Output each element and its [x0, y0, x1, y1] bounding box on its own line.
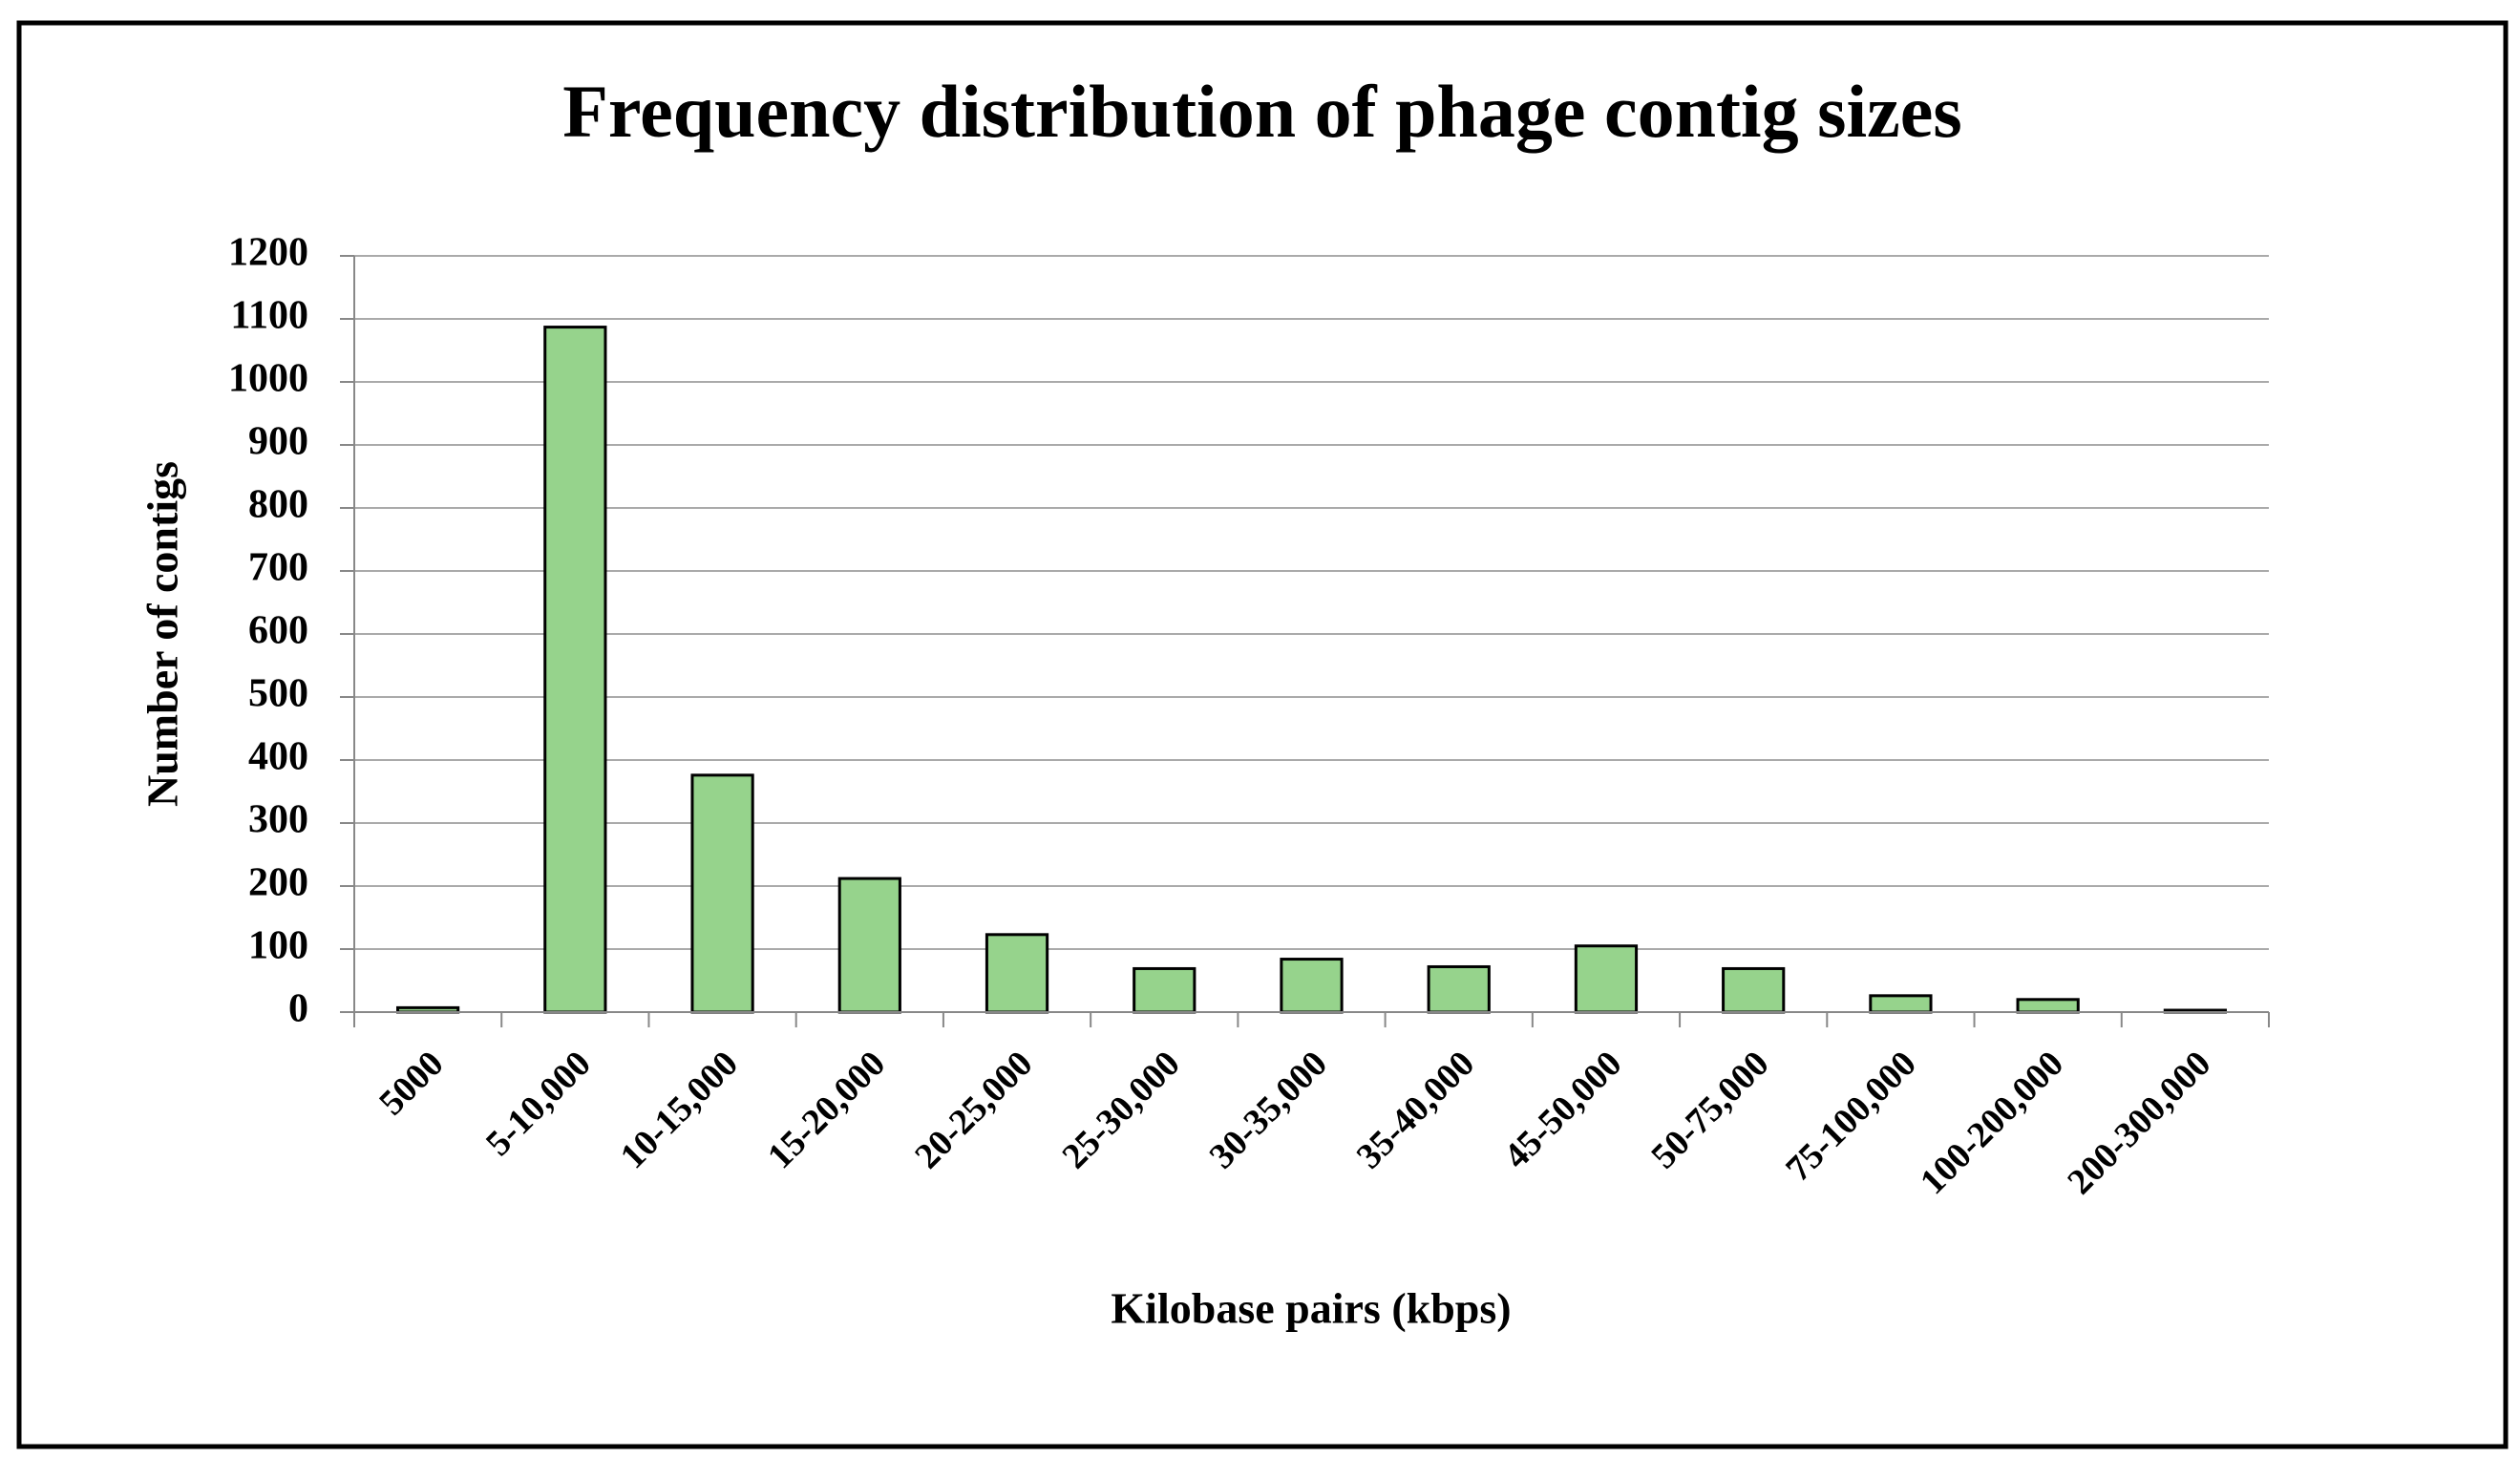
y-tick-label: 800 [248, 483, 308, 527]
bar [690, 773, 754, 1014]
x-axis-title: Kilobase pairs (kbps) [1111, 1284, 1511, 1333]
y-tick-label: 400 [248, 735, 308, 779]
y-tick-label: 0 [288, 987, 308, 1031]
chart-border [16, 20, 2509, 1449]
bar [543, 326, 607, 1014]
y-tick-label: 300 [248, 798, 308, 842]
y-tick-label: 500 [248, 672, 308, 716]
bar [1574, 944, 1639, 1014]
bar [2016, 998, 2080, 1014]
bar [1133, 966, 1196, 1014]
y-axis-title: Number of contigs [138, 461, 187, 807]
y-tick-label: 600 [248, 609, 308, 653]
bar [1427, 964, 1491, 1014]
y-tick-label: 900 [248, 420, 308, 464]
y-tick-label: 700 [248, 546, 308, 590]
y-tick-label: 200 [248, 861, 308, 905]
chart-title: Frequency distribution of phage contig s… [562, 70, 1961, 153]
bar [1869, 994, 1933, 1014]
bar [837, 877, 901, 1014]
y-tick-label: 1200 [228, 231, 308, 275]
bar [985, 933, 1049, 1014]
y-tick-label: 1100 [230, 294, 308, 338]
y-tick-label: 1000 [228, 357, 308, 401]
y-tick-label: 100 [248, 924, 308, 968]
bar [1280, 958, 1344, 1014]
bar [1722, 966, 1786, 1014]
